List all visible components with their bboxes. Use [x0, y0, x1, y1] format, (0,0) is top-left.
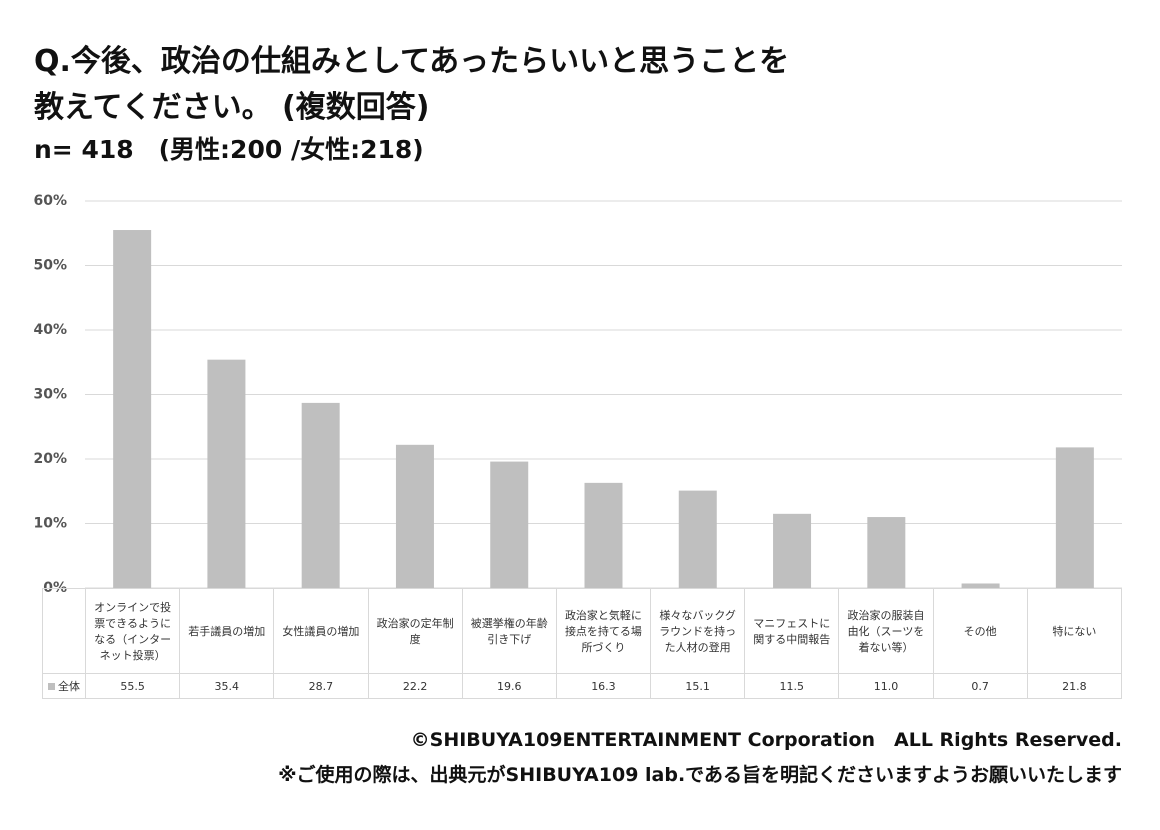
category-label: 様々なバックグラウンドを持った人材の登用	[650, 588, 746, 674]
bar	[678, 490, 717, 588]
category-label: 特にない	[1026, 588, 1123, 674]
bar	[207, 359, 246, 588]
value-label: 35.4	[179, 673, 275, 699]
bar	[961, 583, 1000, 588]
legend-swatch	[48, 683, 55, 690]
bar	[1055, 447, 1094, 588]
bar	[867, 517, 906, 588]
footer-line: ※ご使用の際は、出典元がSHIBUYA109 lab.である旨を明記くださいます…	[278, 764, 1122, 786]
y-tick-label: 20%	[33, 451, 67, 467]
data-table: オンラインで投票できるようになる（インターネット投票） 若手議員の増加 女性議員の増…	[42, 588, 1123, 699]
legend-cell: 全体	[42, 673, 86, 699]
value-label: 16.3	[555, 673, 652, 699]
category-label: オンラインで投票できるようになる（インターネット投票）	[84, 588, 181, 674]
category-label: その他	[932, 588, 1028, 674]
bar	[301, 402, 340, 588]
value-label: 28.7	[273, 673, 369, 699]
corner-cell	[42, 588, 86, 674]
category-label: 政治家の服装自由化（スーツを着ない等）	[838, 588, 934, 674]
category-label: 政治家と気軽に接点を持てる場所づくり	[555, 588, 652, 674]
subtitle: n= 418 (男性:200 /女性:218)	[34, 135, 424, 164]
y-tick-label: 40%	[33, 322, 67, 338]
category-label: 若手議員の増加	[179, 588, 275, 674]
y-tick-label: 50%	[33, 258, 67, 274]
y-tick-label: 60%	[33, 193, 67, 209]
bar	[773, 513, 812, 588]
title-line: Q.今後、政治の仕組みとしてあったらいいと思うことを	[34, 44, 790, 79]
category-label: 被選挙権の年齢引き下げ	[461, 588, 557, 674]
bar	[113, 230, 152, 588]
legend-label: 全体	[58, 680, 80, 693]
category-label: 女性議員の増加	[273, 588, 369, 674]
value-label: 55.5	[84, 673, 181, 699]
footer-line: ©SHIBUYA109ENTERTAINMENT Corporation ALL…	[410, 729, 1122, 751]
value-label: 22.2	[367, 673, 463, 699]
chart: 0%10%20%30%40%50%60%	[33, 193, 1122, 596]
value-label: 11.5	[744, 673, 840, 699]
value-label: 19.6	[461, 673, 557, 699]
title-line: 教えてください。 (複数回答)	[34, 90, 430, 125]
category-label: 政治家の定年制度	[367, 588, 463, 674]
y-tick-label: 10%	[33, 516, 67, 532]
value-label: 0.7	[932, 673, 1028, 699]
value-label: 21.8	[1026, 673, 1123, 699]
category-label: マニフェストに関する中間報告	[744, 588, 840, 674]
bar	[490, 461, 529, 588]
bar	[584, 482, 623, 588]
value-label: 15.1	[650, 673, 746, 699]
value-label: 11.0	[838, 673, 934, 699]
bar	[395, 444, 434, 588]
y-tick-label: 30%	[33, 387, 67, 403]
